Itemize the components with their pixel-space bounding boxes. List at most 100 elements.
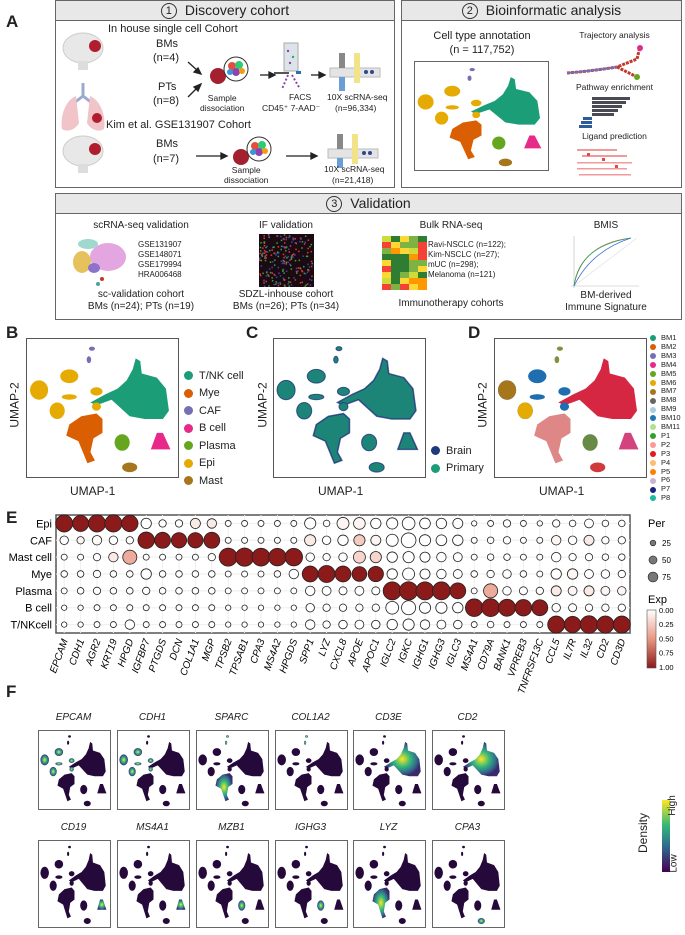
- if-signal: [307, 263, 309, 266]
- if-signal: [310, 265, 313, 268]
- x-axis-label: UMAP-1: [318, 484, 364, 498]
- dot-caf-tpsb2: [224, 536, 232, 544]
- if-signal: [259, 259, 261, 261]
- dot-caf-igfbp7: [137, 531, 155, 549]
- cluster-plasma: [159, 900, 167, 911]
- cluster-shape: [68, 845, 71, 849]
- dot-mastcell-apoc1: [369, 551, 382, 564]
- cluster-shape: [317, 784, 325, 795]
- dot-caf-epcam: [59, 535, 69, 545]
- if-signal: [303, 272, 306, 275]
- legend-dot-icon: [184, 458, 193, 468]
- sc-validation-umap-icon: [73, 239, 126, 286]
- kim-seq-label: 10X scRNA-seq: [324, 164, 385, 174]
- dot-caf-dcn: [170, 532, 188, 549]
- pts-count: (n=8): [153, 95, 179, 107]
- if-signal: [299, 237, 302, 239]
- if-signal: [301, 247, 303, 249]
- if-signal: [259, 274, 262, 277]
- dot-plasma-epcam: [60, 587, 68, 595]
- if-signal: [260, 242, 262, 244]
- legend-label: P5: [661, 466, 671, 476]
- cluster-shape: [384, 880, 389, 886]
- if-signal: [281, 262, 284, 265]
- cluster-shape: [90, 387, 103, 396]
- density-gene-title: CDH1: [138, 712, 167, 723]
- dot-tnkcell-igfbp7: [142, 621, 150, 628]
- dot-bcell-ms4a2: [274, 604, 281, 611]
- bmis-footer-1: BM-derived: [580, 290, 632, 301]
- dot-tnkcell-cd3d: [612, 615, 631, 634]
- heatmap-cell: [418, 284, 427, 290]
- if-signal: [266, 251, 269, 253]
- if-signal: [276, 235, 279, 237]
- color-legend-tick: 0.50: [659, 634, 674, 643]
- cluster-shape: [618, 432, 639, 450]
- dot-plasma-ms4a2: [273, 587, 281, 595]
- dot-plasma-mgp: [208, 587, 216, 595]
- dot-epi-cdh1: [72, 514, 90, 532]
- density-gene-title: EPCAM: [55, 712, 92, 723]
- if-signal: [277, 282, 279, 284]
- cluster-shape: [398, 917, 406, 924]
- if-signal: [263, 282, 265, 284]
- cluster-shape: [461, 851, 464, 857]
- cluster-tnk: [558, 358, 637, 420]
- cluster-caf: [146, 735, 150, 745]
- celltype-legend-item: CAF: [184, 402, 244, 420]
- dot-mye-ms4a2: [273, 570, 282, 578]
- x-axis-label: UMAP-1: [70, 484, 116, 498]
- sc-dataset-2: GSE148071: [138, 250, 182, 259]
- legend-dot-icon: [184, 476, 193, 486]
- dot-caf-ms4a1: [470, 536, 478, 544]
- cluster-shape: [556, 346, 563, 351]
- heatmap-cell: [382, 236, 391, 242]
- dot-plasma-hpgd: [126, 587, 134, 595]
- 10x-chip-icon: [329, 53, 381, 91]
- cluster-plasma: [395, 900, 403, 911]
- cluster-shape: [462, 735, 465, 738]
- cluster-shape: [241, 800, 249, 807]
- dot-mastcell-tpsab1: [235, 547, 255, 567]
- cluster-shape: [312, 412, 351, 465]
- if-signal: [303, 243, 306, 245]
- dot-caf-ighg1: [418, 534, 432, 547]
- dot-bcell-cxcl8: [338, 603, 348, 612]
- dot-mastcell-vpreb3: [519, 553, 527, 561]
- sample-legend-item: P8: [650, 494, 681, 503]
- dot-tnkcell-ighg1: [419, 619, 431, 630]
- bulk-footer: Immunotherapy cohorts: [398, 298, 504, 309]
- dot-mye-apoc1: [367, 565, 384, 583]
- dot-epi-bank1: [502, 519, 512, 528]
- cluster-shape: [445, 105, 459, 110]
- cluster-shape: [148, 766, 153, 772]
- dot-epi-cd79a: [487, 520, 495, 527]
- cluster-tnk: [462, 853, 500, 891]
- dot-plasma-vpreb3: [518, 586, 528, 596]
- cluster-shape: [306, 368, 326, 384]
- if-signal: [310, 260, 313, 263]
- dot-epi-iglc2: [386, 517, 399, 530]
- if-signal: [284, 247, 286, 249]
- cluster-shape: [477, 800, 485, 807]
- cluster-mast: [368, 462, 385, 473]
- cluster-shape: [474, 900, 482, 911]
- bms-count: (n=4): [153, 52, 179, 64]
- if-signal: [297, 267, 300, 269]
- dot-plasma-apoe: [354, 586, 365, 596]
- dot-bcell-iglc3: [452, 602, 464, 614]
- if-signal: [265, 280, 267, 283]
- cluster-epi: [277, 859, 312, 891]
- if-signal: [274, 259, 276, 261]
- celltype-legend-item: Plasma: [184, 437, 244, 455]
- dot-tnkcell-il7r: [563, 615, 582, 634]
- cluster-shape: [451, 773, 469, 802]
- cluster-shape: [361, 433, 378, 452]
- cluster-shape: [67, 851, 70, 857]
- legend-label: P7: [661, 484, 671, 494]
- cluster-epi: [119, 748, 154, 777]
- dot-mastcell-tpsb2: [218, 547, 238, 567]
- legend-label: P3: [661, 448, 671, 458]
- dot-tnkcell-bank1: [503, 621, 511, 628]
- cluster-shape: [462, 741, 500, 777]
